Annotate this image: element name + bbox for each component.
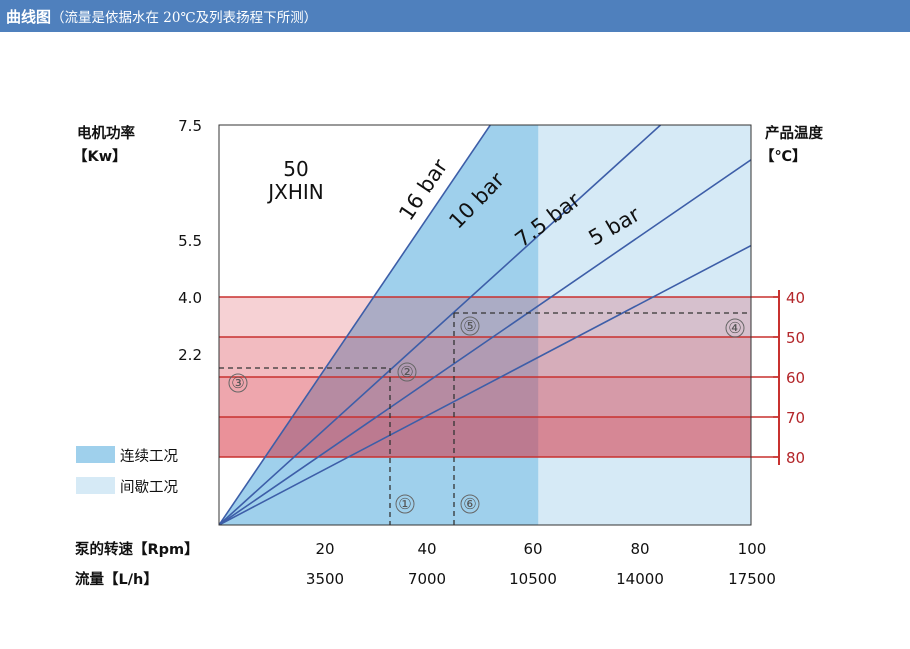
series-line <box>219 244 751 525</box>
markers: ① ② ③ ④ ⑤ ⑥ <box>228 316 745 514</box>
marker-1-circle <box>395 494 415 514</box>
x-axis-speed-label: 泵的转速【Rpm】 <box>75 540 199 558</box>
right-axis-label: 产品温度 <box>765 124 823 142</box>
right-axis-ticks: 40 50 60 70 80 <box>773 289 805 467</box>
left-axis-unit: 【Kw】 <box>73 148 127 165</box>
temperature-band <box>219 297 751 337</box>
left-axis-label: 电机功率 <box>77 124 135 142</box>
curves <box>219 125 751 525</box>
marker-5: ⑤ <box>463 317 476 335</box>
marker-4: ④ <box>728 319 741 337</box>
temperature-band <box>219 337 751 377</box>
right-axis-unit: 【℃】 <box>760 148 807 165</box>
marker-6: ⑥ <box>463 495 476 513</box>
left-tick: 7.5 <box>178 117 202 135</box>
marker-6-circle <box>460 494 480 514</box>
x-tick-flow: 10500 <box>509 570 557 588</box>
temperature-bands <box>219 296 779 458</box>
model-number: 50 <box>283 157 308 181</box>
series-line <box>219 125 662 525</box>
x-axis-flow-label: 流量【L/h】 <box>75 570 158 588</box>
right-tick: 50 <box>786 329 805 347</box>
header-title: 曲线图 <box>6 8 52 26</box>
left-tick: 2.2 <box>178 346 202 364</box>
x-tick-flow: 17500 <box>728 570 776 588</box>
marker-2: ② <box>400 363 413 381</box>
x-axis-ticks: 20 40 60 80 100 3500 7000 10500 14000 17500 <box>306 540 776 588</box>
left-tick: 5.5 <box>178 232 202 250</box>
marker-3: ③ <box>231 374 244 392</box>
marker-4-circle <box>725 318 745 338</box>
marker-3-circle <box>228 373 248 393</box>
legend-label-intermittent: 间歇工况 <box>120 479 178 496</box>
series-line <box>219 125 491 525</box>
marker-5-circle <box>460 316 480 336</box>
x-tick-flow: 7000 <box>408 570 446 588</box>
marker-2-circle <box>397 362 417 382</box>
marker-1: ① <box>398 495 411 513</box>
legend-label-continuous: 连续工况 <box>120 448 178 465</box>
plot-border <box>218 124 752 526</box>
legend-swatch-continuous <box>76 446 115 463</box>
right-tick: 70 <box>786 409 805 427</box>
x-tick-speed: 80 <box>630 540 649 558</box>
x-tick-speed: 20 <box>315 540 334 558</box>
x-tick-speed: 40 <box>417 540 436 558</box>
temperature-band <box>219 417 751 457</box>
model-name: JXHIN <box>266 180 324 204</box>
reference-lines <box>219 312 751 525</box>
x-tick-flow: 3500 <box>306 570 344 588</box>
series-line <box>219 159 751 525</box>
right-tick: 40 <box>786 289 805 307</box>
header-note: （流量是依据水在 20℃及列表扬程下所测） <box>51 10 318 26</box>
right-tick: 80 <box>786 449 805 467</box>
chart-header: 曲线图（流量是依据水在 20℃及列表扬程下所测） <box>0 0 910 32</box>
x-tick-speed: 60 <box>523 540 542 558</box>
legend-swatch-intermittent <box>76 477 115 494</box>
x-tick-speed: 100 <box>738 540 767 558</box>
x-tick-flow: 14000 <box>616 570 664 588</box>
right-tick: 60 <box>786 369 805 387</box>
left-tick: 4.0 <box>178 289 202 307</box>
temperature-band <box>219 377 751 417</box>
